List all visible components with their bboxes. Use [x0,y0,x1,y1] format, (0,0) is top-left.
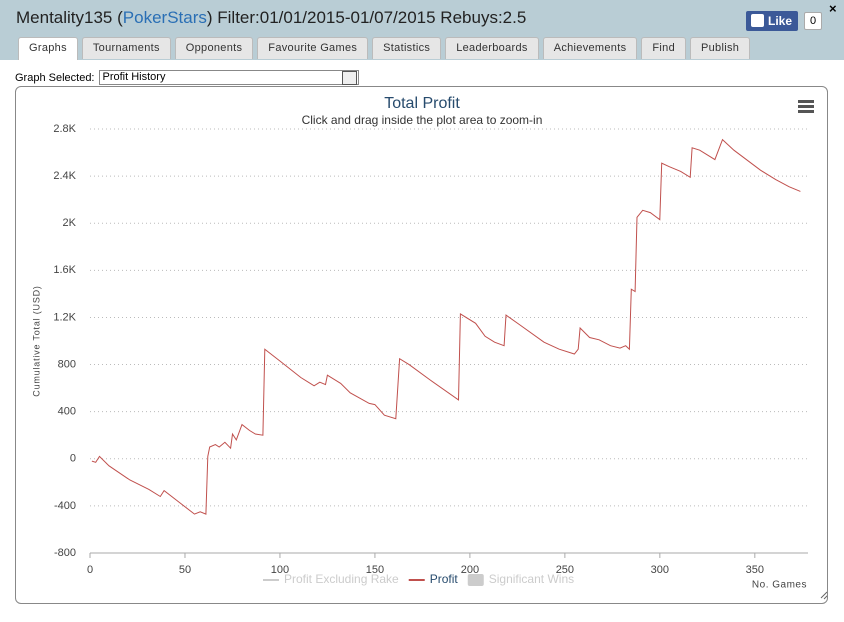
chart-frame [15,86,828,604]
tab[interactable]: Statistics [372,37,442,59]
y-tick-label: 0 [70,453,76,465]
legend-label: Profit [430,572,459,586]
y-tick-label: 2.8K [53,123,76,135]
tab[interactable]: Publish [690,37,751,59]
x-tick-label: 300 [651,564,669,576]
legend-item[interactable]: Profit Excluding Rake [263,572,399,586]
y-tick-label: -800 [54,547,76,559]
x-tick-label: 250 [556,564,574,576]
title-suffix: ) Filter:01/01/2015-01/07/2015 Rebuys:2.… [206,8,527,27]
selector-value: Profit History [102,71,166,83]
selector-dropdown[interactable]: Profit History [98,70,359,85]
x-tick-label: 50 [179,564,191,576]
page-title: Mentality135 (PokerStars) Filter:01/01/2… [16,8,526,28]
legend-item[interactable]: Profit [408,572,459,586]
tab[interactable]: Graphs [18,37,78,60]
tab[interactable]: Favourite Games [257,37,369,59]
profit-line [91,138,801,515]
tab[interactable]: Opponents [174,37,254,59]
like-widget: Like 0 [746,11,823,31]
legend-label: Profit Excluding Rake [284,572,399,586]
legend-symbol [467,574,484,586]
dropdown-arrow [341,71,357,85]
tab[interactable]: Leaderboards [445,37,539,59]
chart: Total Profit Click and drag inside the p… [31,95,827,600]
like-button[interactable]: Like [746,11,799,31]
selector-label: Graph Selected: [15,71,95,84]
x-tick-label: 100 [271,564,289,576]
x-tick-label: 200 [461,564,479,576]
chart-title: Total Profit [384,95,460,112]
y-tick-label: 2.4K [53,170,76,182]
site-link[interactable]: PokerStars [122,8,207,27]
tab-bar: Graphs Tournaments Opponents Favourite Game… [18,37,751,60]
x-tick-label: 350 [746,564,764,576]
close-button[interactable]: × [829,1,837,16]
y-axis-label: Cumulative Total (USD) [31,285,41,396]
graph-selector: Graph Selected: Profit History [15,70,359,85]
y-tick-label: 1.2K [53,311,76,323]
x-tick-label: 150 [366,564,384,576]
resize-handle [820,591,827,600]
x-axis-label: No. Games [752,580,807,591]
title-prefix: Mentality135 ( [16,8,123,27]
tab[interactable]: Tournaments [81,37,171,59]
y-tick-label: -400 [54,500,76,512]
legend-item[interactable]: Significant Wins [467,572,574,586]
x-tick-label: 0 [87,564,93,576]
top-bar: Mentality135 (PokerStars) Filter:01/01/2… [0,0,844,60]
y-tick-label: 400 [58,406,76,418]
y-tick-label: 1.6K [53,264,76,276]
legend-label: Significant Wins [489,572,574,586]
tab[interactable]: Achievements [542,37,638,59]
y-tick-label: 2K [63,217,77,229]
tab[interactable]: Find [641,37,686,59]
menu-icon[interactable] [798,100,814,113]
like-count: 0 [804,12,823,30]
y-tick-label: 800 [58,358,76,370]
chart-subtitle: Click and drag inside the plot area to z… [302,113,543,127]
